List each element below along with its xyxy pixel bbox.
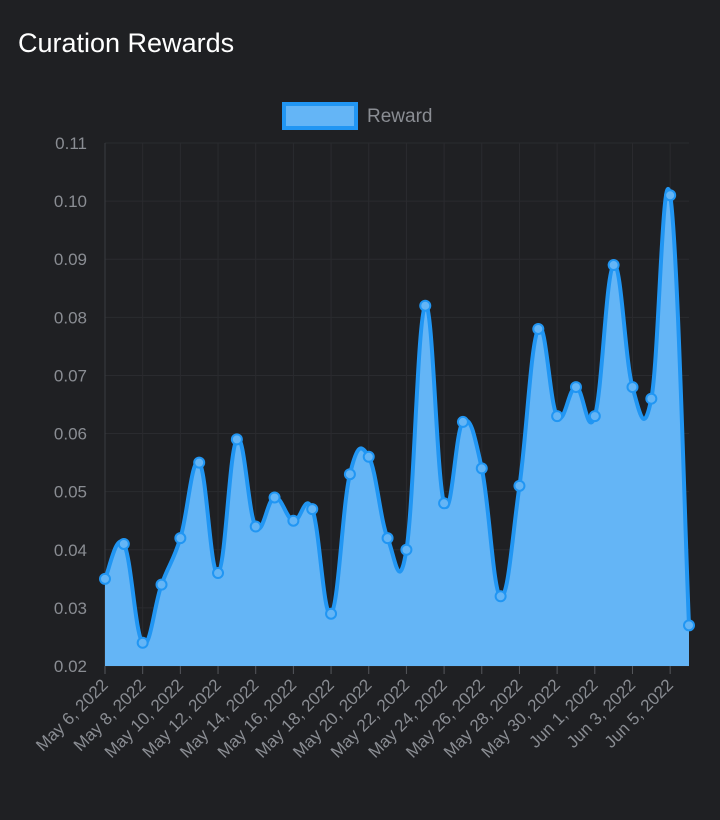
data-point[interactable]	[588, 410, 601, 423]
data-point[interactable]	[381, 532, 394, 545]
y-tick-label: 0.02	[54, 657, 87, 676]
y-tick-label: 0.10	[54, 192, 87, 211]
legend-label[interactable]: Reward	[367, 106, 432, 127]
y-tick-label: 0.11	[55, 134, 87, 153]
data-point[interactable]	[99, 572, 111, 585]
data-point[interactable]	[607, 259, 620, 272]
data-point[interactable]	[475, 462, 488, 475]
data-point[interactable]	[551, 410, 564, 423]
data-point[interactable]	[306, 503, 319, 516]
data-point[interactable]	[456, 415, 469, 428]
legend-swatch[interactable]	[282, 102, 358, 130]
data-point[interactable]	[419, 299, 432, 312]
data-point[interactable]	[626, 381, 639, 394]
data-point[interactable]	[532, 322, 545, 335]
data-point[interactable]	[362, 450, 375, 463]
data-point[interactable]	[155, 578, 168, 591]
data-point[interactable]	[645, 392, 658, 405]
data-point[interactable]	[174, 532, 187, 545]
data-point[interactable]	[249, 520, 262, 533]
y-tick-label: 0.05	[54, 483, 87, 502]
y-tick-label: 0.09	[54, 250, 87, 269]
data-point[interactable]	[212, 567, 225, 580]
data-point[interactable]	[513, 479, 526, 492]
data-point[interactable]	[683, 619, 695, 632]
data-point[interactable]	[325, 607, 338, 620]
y-tick-label: 0.07	[54, 366, 87, 385]
data-point[interactable]	[230, 433, 243, 446]
y-tick-label: 0.04	[54, 541, 87, 560]
data-point[interactable]	[438, 497, 451, 510]
data-point[interactable]	[664, 189, 677, 202]
data-point[interactable]	[117, 537, 130, 550]
data-point[interactable]	[193, 456, 206, 469]
data-point[interactable]	[400, 543, 413, 556]
data-point[interactable]	[569, 381, 582, 394]
reward-area-fill	[105, 188, 689, 666]
data-point[interactable]	[343, 468, 356, 481]
y-tick-label: 0.08	[54, 308, 87, 327]
y-tick-label: 0.03	[54, 599, 87, 618]
data-point[interactable]	[136, 636, 149, 649]
data-point[interactable]	[287, 514, 300, 527]
y-tick-label: 0.06	[54, 425, 87, 444]
data-point[interactable]	[268, 491, 281, 504]
page-title: Curation Rewards	[18, 28, 235, 58]
data-point[interactable]	[494, 590, 507, 603]
